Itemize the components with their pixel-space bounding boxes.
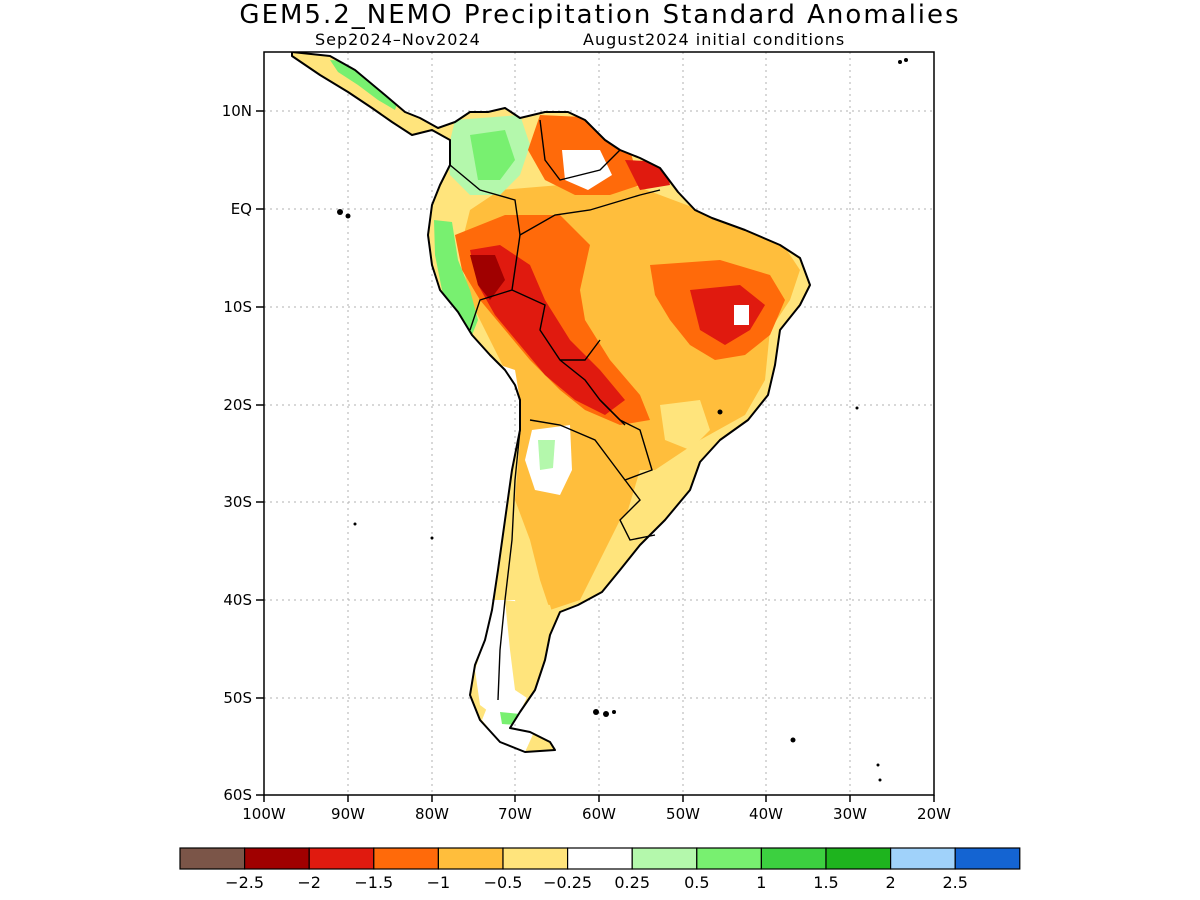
- colorbar-swatch: [437, 847, 504, 870]
- lat-label: 40S: [223, 591, 252, 609]
- longitude-tick-marks: [263, 795, 935, 802]
- islands: [337, 58, 908, 782]
- colorbar-swatch: [244, 847, 310, 870]
- colorbar-label: −1.5: [354, 873, 393, 892]
- lon-label: 70W: [498, 805, 532, 823]
- longitude-labels: 100W 90W 80W 70W 60W 50W 40W 30W 20W: [242, 805, 951, 823]
- initial-conditions: August2024 initial conditions: [583, 30, 846, 49]
- colorbar-label: 2.5: [942, 873, 967, 892]
- colorbar-label: −2: [297, 873, 321, 892]
- latitude-labels: 10N EQ 10S 20S 30S 40S 50S 60S: [222, 102, 252, 804]
- colorbar-swatch: [760, 847, 827, 870]
- lat-label: 60S: [223, 786, 252, 804]
- lon-label: 30W: [833, 805, 867, 823]
- lon-label: 50W: [666, 805, 700, 823]
- latitude-gridlines: [264, 110, 934, 699]
- colorbar-swatch: [631, 847, 698, 870]
- colorbar-swatch: [889, 847, 956, 870]
- lon-label: 20W: [917, 805, 951, 823]
- lon-label: 100W: [242, 805, 286, 823]
- lat-label: 50S: [223, 689, 252, 707]
- colorbar-label: 0.5: [684, 873, 709, 892]
- colorbar-label: 0.25: [614, 873, 650, 892]
- country-borders: [449, 119, 661, 701]
- colorbar-swatch: [179, 847, 246, 870]
- lat-label: 20S: [223, 396, 252, 414]
- colorbar-label: −2.5: [225, 873, 264, 892]
- colorbar-label: −1: [427, 873, 451, 892]
- forecast-period: Sep2024–Nov2024: [315, 30, 481, 49]
- colorbar-swatch: [566, 847, 633, 870]
- lon-label: 40W: [749, 805, 783, 823]
- colorbar-labels: −2.5 −2 −1.5 −1 −0.5 −0.25 0.25 0.5 1 1.5 2 2.5: [225, 873, 968, 892]
- colorbar-swatch: [954, 847, 1021, 870]
- colorbar-label: −0.25: [543, 873, 592, 892]
- colorbar: [179, 847, 1021, 870]
- lon-label: 90W: [331, 805, 365, 823]
- colorbar-label: 1: [756, 873, 766, 892]
- lat-label: 10N: [222, 102, 252, 120]
- colorbar-label: −0.5: [484, 873, 523, 892]
- colorbar-swatch: [825, 847, 892, 870]
- lat-label: 30S: [223, 493, 252, 511]
- colorbar-swatch: [308, 847, 375, 870]
- coastline: [291, 52, 811, 753]
- lon-label: 60W: [582, 805, 616, 823]
- map-title: GEM5.2_NEMO Precipitation Standard Anoma…: [239, 0, 961, 30]
- colorbar-swatch: [696, 847, 762, 870]
- colorbar-label: 2: [886, 873, 896, 892]
- colorbar-swatch: [502, 847, 569, 870]
- lat-label: EQ: [231, 200, 252, 218]
- lat-label: 10S: [223, 298, 252, 316]
- latitude-tick-marks: [256, 110, 264, 796]
- lon-label: 80W: [415, 805, 449, 823]
- colorbar-swatch: [373, 847, 439, 870]
- colorbar-label: 1.5: [813, 873, 838, 892]
